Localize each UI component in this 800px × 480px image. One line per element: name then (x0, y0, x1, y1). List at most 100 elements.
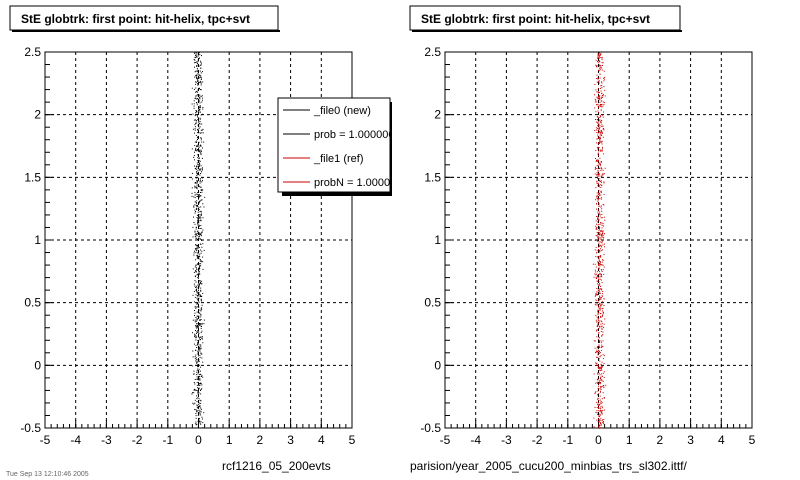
scatter-point (601, 224, 603, 226)
scatter-point (600, 256, 602, 258)
scatter-point (598, 290, 600, 292)
scatter-point (201, 250, 203, 252)
scatter-point (598, 98, 600, 100)
scatter-point (596, 316, 598, 318)
scatter-point (600, 331, 602, 332)
scatter-point (196, 102, 197, 103)
scatter-point (601, 150, 603, 152)
scatter-point (199, 118, 201, 120)
scatter-point (198, 52, 199, 54)
scatter-point (598, 136, 600, 138)
scatter-point (194, 53, 196, 54)
scatter-point (600, 248, 601, 250)
scatter-point (602, 421, 604, 423)
scatter-point (597, 57, 598, 59)
scatter-point (197, 164, 199, 165)
scatter-point (201, 295, 203, 297)
scatter-point (597, 385, 599, 387)
scatter-point (194, 66, 195, 68)
scatter-point (601, 175, 603, 177)
scatter-point (195, 359, 197, 361)
scatter-point (599, 413, 601, 415)
scatter-point (596, 129, 597, 131)
scatter-point (597, 324, 599, 326)
scatter-point (599, 256, 601, 257)
scatter-point (602, 407, 604, 409)
scatter-point (597, 110, 599, 112)
scatter-point (599, 366, 601, 368)
x-tick-label: 1 (226, 433, 233, 447)
scatter-point (197, 119, 199, 121)
scatter-point (200, 210, 202, 212)
scatter-point (198, 201, 200, 203)
scatter-point (596, 273, 598, 275)
scatter-point (596, 172, 598, 174)
scatter-point (197, 172, 199, 174)
scatter-point (198, 379, 200, 381)
scatter-point (194, 191, 196, 193)
scatter-point (599, 352, 600, 354)
scatter-point (197, 376, 199, 378)
scatter-point (196, 141, 197, 143)
scatter-point (194, 383, 196, 385)
scatter-point (197, 277, 199, 278)
scatter-point (596, 326, 598, 328)
scatter-point (200, 423, 202, 425)
scatter-point (597, 378, 599, 380)
scatter-point (196, 336, 198, 338)
scatter-point (197, 263, 199, 265)
scatter-point (596, 381, 598, 383)
scatter-point (599, 128, 601, 130)
scatter-point (195, 330, 196, 331)
scatter-point (596, 250, 598, 252)
scatter-point (201, 181, 203, 183)
scatter-point (198, 224, 200, 226)
scatter-point (200, 390, 201, 391)
scatter-point (200, 353, 202, 355)
scatter-point (603, 377, 605, 378)
scatter-point (200, 139, 202, 141)
scatter-point (199, 259, 201, 260)
scatter-point (599, 295, 601, 297)
scatter-point (201, 304, 203, 306)
scatter-point (604, 95, 606, 97)
scatter-point (599, 414, 601, 416)
scatter-point (597, 91, 599, 93)
scatter-point (596, 104, 597, 106)
scatter-point (600, 406, 602, 408)
scatter-point (600, 87, 601, 89)
scatter-point (199, 411, 200, 413)
scatter-point (598, 163, 600, 165)
scatter-point (195, 413, 197, 414)
scatter-point (199, 220, 201, 222)
scatter-point (197, 217, 199, 219)
scatter-point (602, 173, 604, 175)
scatter-point (602, 314, 604, 316)
scatter-point (598, 393, 600, 395)
scatter-point (598, 358, 600, 360)
scatter-point (194, 141, 196, 143)
scatter-point (191, 103, 193, 105)
scatter-point (198, 208, 200, 210)
scatter-point (200, 225, 202, 226)
scatter-point (598, 274, 600, 276)
scatter-point (198, 216, 200, 218)
scatter-point (197, 80, 199, 82)
scatter-point (600, 410, 602, 412)
scatter-point (599, 157, 601, 159)
scatter-point (200, 336, 202, 338)
scatter-point (198, 106, 200, 108)
scatter-point (598, 337, 600, 339)
scatter-point (600, 187, 602, 188)
scatter-point (199, 344, 201, 346)
scatter-point (600, 379, 602, 381)
scatter-point (603, 371, 605, 373)
scatter-point (194, 97, 196, 99)
scatter-point (198, 274, 200, 276)
scatter-point (196, 371, 198, 373)
scatter-point (599, 260, 601, 262)
scatter-point (597, 404, 599, 406)
scatter-point (599, 379, 601, 381)
scatter-point (594, 168, 596, 170)
scatter-point (600, 377, 602, 379)
